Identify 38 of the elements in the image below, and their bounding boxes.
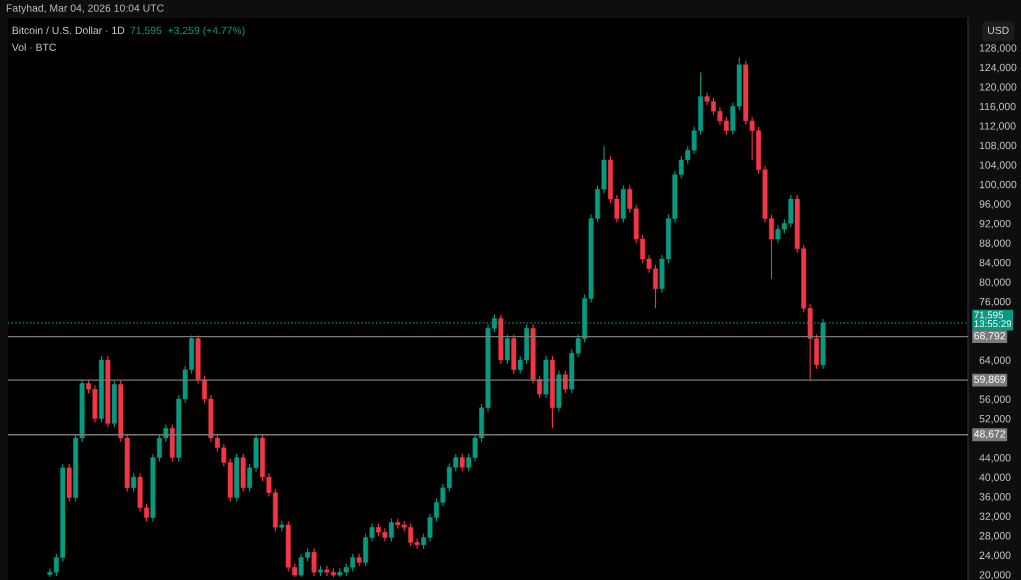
y-tick-label: 36,000 (979, 493, 1011, 502)
ref-line-label: 48,672 (974, 430, 1006, 439)
y-tick-label: 128,000 (979, 44, 1017, 53)
y-tick-label: 120,000 (979, 83, 1017, 92)
candlestick (388, 517, 394, 543)
y-tick-label: 24,000 (979, 551, 1011, 561)
y-tick-label: 88,000 (979, 239, 1011, 248)
annotation: 71,595 +3,259 (+4.77%) (130, 26, 245, 37)
y-tick-label: 28,000 (979, 532, 1011, 541)
y-tick-label: 80,000 (979, 278, 1011, 288)
y-axis-title: USD (988, 26, 1009, 35)
y-tick-label: 52,000 (979, 415, 1011, 424)
y-tick-label: 108,000 (979, 141, 1017, 151)
candlestick (537, 375, 543, 399)
ref-line-label: 59,869 (974, 375, 1006, 385)
y-tick-label: 56,000 (979, 395, 1011, 405)
y-tick-label: 112,000 (979, 122, 1016, 131)
y-tick-label: 96,000 (979, 200, 1011, 209)
y-tick-label: 84,000 (979, 258, 1011, 268)
candlestick (311, 547, 317, 577)
text: Fatyhad, Mar 04, 2026 10:04 UTC (6, 4, 164, 14)
y-tick-label: 104,000 (979, 161, 1017, 170)
ref-line-label: 68,792 (974, 332, 1006, 341)
text: Bitcoin / U.S. Dollar · 1D (12, 26, 125, 35)
y-tick-label: 64,000 (979, 356, 1011, 366)
y-tick-label: 76,000 (979, 297, 1011, 307)
text: Vol · BTC (11, 43, 57, 51)
candlestick (131, 472, 137, 493)
y-tick-label: 20,000 (979, 571, 1011, 580)
y-tick-label: 44,000 (979, 454, 1011, 463)
ref-line-label: 71,595 13:55:29 (974, 311, 1012, 328)
y-tick-label: 32,000 (979, 512, 1011, 522)
y-tick-label: 116,000 (979, 102, 1016, 112)
y-tick-label: 92,000 (979, 219, 1011, 229)
y-tick-label: 100,000 (979, 180, 1017, 190)
y-tick-label: 40,000 (979, 473, 1011, 483)
y-tick-label: 124,000 (979, 63, 1017, 73)
candlestick (504, 334, 510, 365)
